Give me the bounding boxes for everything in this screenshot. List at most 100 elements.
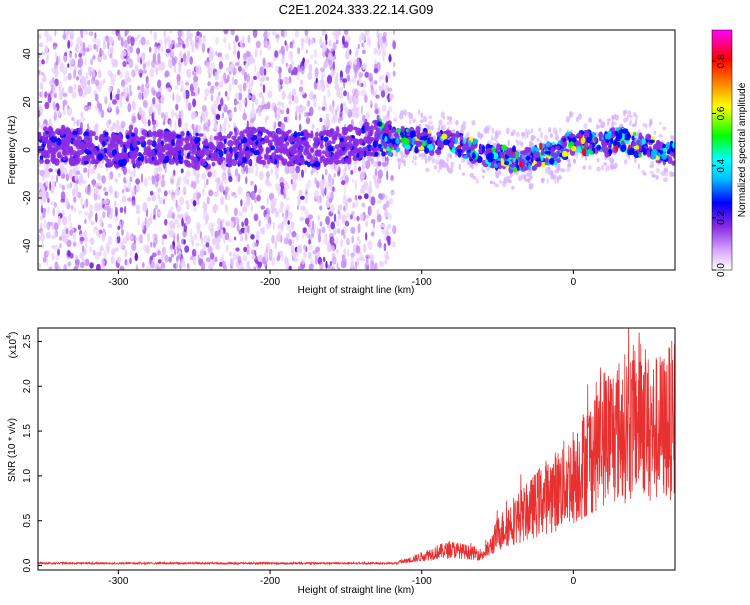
spectrogram-noise-dot [354,180,358,190]
spectrogram-noise-dot [40,204,44,214]
spectrogram-noise-dot [569,111,574,118]
spectrogram-noise-dot [168,256,172,263]
spectrogram-ridge-dot [541,149,545,155]
spectrogram-noise-dot [361,184,366,194]
spectrogram-noise-dot [107,223,113,229]
spectrogram-ridge-dot [131,157,136,165]
spectrogram-ridge-dot [128,152,132,157]
spectrogram-noise-dot [424,123,427,128]
spectrogram-noise-dot [344,175,349,184]
spectrogram-noise-dot [193,233,198,241]
spectrogram-ridge-dot [456,148,463,153]
spectrogram-noise-dot [164,111,169,120]
spectrogram-noise-dot [172,92,175,102]
spectrogram-noise-dot [101,232,106,242]
spectrogram-noise-dot [137,54,140,64]
spectrogram-noise-dot [284,165,290,175]
spectrogram-noise-dot [240,235,244,242]
spectrogram-ridge-dot [418,145,425,151]
spectrogram-noise-dot [108,119,112,125]
colorbar-gradient [711,29,733,271]
spectrogram-ridge-dot [251,126,257,132]
spectrogram-ridge-dot [533,150,537,159]
spectrogram-noise-dot [228,83,232,93]
spectrogram-noise-dot [317,84,322,91]
spectrogram-noise-dot [350,260,354,269]
spectrogram-noise-dot [216,235,219,241]
spectrogram-noise-dot [254,197,257,203]
spectrogram-noise-dot [305,230,310,239]
spectrogram-noise-dot [321,106,326,111]
spectrogram-noise-dot [392,225,397,235]
spectrogram-noise-dot [126,86,129,93]
spectrogram-ridge-dot [386,146,390,152]
spectrogram-noise-dot [127,102,132,113]
spectrogram-noise-dot [290,178,293,185]
spectrogram-ridge-dot [255,140,259,146]
spectrogram-ridge-dot [369,125,374,133]
spectrogram-noise-dot [428,120,433,125]
spectrogram-noise-dot [215,113,221,120]
spectrogram-ridge-dot [512,157,516,163]
colorbar-tick-label: 0.6 [716,106,727,120]
spectrogram-ridge-dot [535,158,539,162]
spectrogram-noise-dot [73,69,77,80]
spectrogram-ridge-dot [47,125,53,133]
spectrogram-noise-dot [313,223,316,231]
spectrogram-noise-dot [103,78,106,83]
spectrogram-noise-dot [89,210,94,218]
spectrogram-ridge-dot [429,136,434,142]
y-tick-label: 2.0 [22,379,33,393]
spectrogram-noise-dot [176,233,180,243]
spectrogram-noise-dot [175,93,180,104]
colorbar-tick-label: 0.2 [716,210,727,224]
spectrogram-noise-dot [233,106,237,113]
spectrogram-ridge-dot [140,154,144,163]
spectrogram-noise-dot [198,36,203,47]
spectrogram-ridge-dot [331,140,336,145]
spectrogram-noise-dot [308,239,311,245]
spectrogram-noise-dot [304,34,309,44]
spectrogram-noise-dot [158,211,162,217]
spectrogram-noise-dot [191,123,195,130]
spectrogram-noise-dot [237,50,240,60]
spectrogram-ridge-dot [179,137,186,142]
spectrogram-noise-dot [374,168,378,177]
spectrogram-noise-dot [332,99,335,108]
spectrogram-noise-dot [225,244,229,252]
spectrogram-noise-dot [597,118,603,122]
spectrogram-noise-dot [92,37,98,43]
spectrogram-noise-dot [127,235,133,241]
spectrogram-noise-dot [475,178,479,184]
spectrogram-noise-dot [448,168,453,174]
spectrogram-noise-dot [318,228,322,235]
spectrogram-noise-dot [172,244,176,250]
spectrogram-noise-dot [111,99,117,105]
spectrogram-noise-dot [196,173,200,179]
spectrogram-noise-dot [462,158,466,163]
spectrogram-noise-dot [90,168,96,175]
spectrogram-noise-dot [84,258,90,266]
spectrogram-noise-dot [169,79,172,86]
spectrogram-ridge-dot [265,147,269,156]
x-tick-label: 0 [571,576,577,587]
spectrogram-noise-dot [486,124,492,131]
spectrogram-noise-dot [83,235,89,243]
spectrogram-noise-dot [79,252,85,260]
spectrogram-ridge-dot [294,157,301,165]
spectrogram-noise-dot [228,251,233,257]
spectrogram-ridge-dot [62,156,67,161]
spectrogram-ridge-dot [115,134,122,139]
spectrogram-ridge-dot [296,136,302,144]
spectrogram-ridge-dot [283,148,290,153]
spectrogram-noise-dot [249,122,255,128]
spectrogram-noise-dot [510,131,514,137]
spectrogram-noise-dot [221,218,225,223]
spectrogram-noise-dot [265,76,270,82]
spectrogram-noise-dot [611,120,614,126]
spectrogram-noise-dot [42,198,46,203]
spectrogram-noise-dot [382,31,388,38]
spectrogram-noise-dot [87,102,92,107]
spectrogram-noise-dot [225,220,231,227]
